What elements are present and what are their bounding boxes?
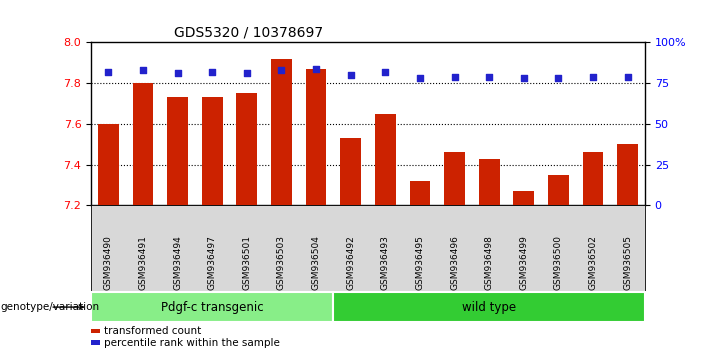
Text: GSM936497: GSM936497 — [207, 235, 217, 290]
Bar — [132, 83, 154, 205]
Text: GSM936499: GSM936499 — [519, 235, 529, 290]
Text: GSM936491: GSM936491 — [139, 235, 147, 290]
Point — [484, 74, 495, 80]
Text: genotype/variation: genotype/variation — [1, 302, 100, 312]
Point — [587, 74, 599, 80]
Bar — [341, 138, 361, 205]
Bar — [91, 329, 100, 333]
Text: Pdgf-c transgenic: Pdgf-c transgenic — [161, 301, 264, 314]
Point — [311, 66, 322, 72]
Bar — [479, 159, 500, 205]
Text: GSM936505: GSM936505 — [623, 235, 632, 290]
Bar — [168, 97, 188, 205]
Bar — [202, 97, 223, 205]
Text: GSM936500: GSM936500 — [554, 235, 563, 290]
Bar — [236, 93, 257, 205]
Text: GSM936503: GSM936503 — [277, 235, 286, 290]
Bar — [91, 341, 100, 345]
Point — [553, 75, 564, 81]
Bar — [513, 191, 534, 205]
Bar — [548, 175, 569, 205]
Bar — [375, 114, 396, 205]
Text: GSM936490: GSM936490 — [104, 235, 113, 290]
Text: percentile rank within the sample: percentile rank within the sample — [104, 338, 280, 348]
Bar — [98, 124, 119, 205]
Point — [622, 74, 633, 80]
Point — [241, 70, 252, 76]
Bar — [444, 152, 465, 205]
Point — [137, 67, 149, 73]
Bar — [618, 144, 638, 205]
Text: transformed count: transformed count — [104, 326, 201, 336]
Point — [207, 69, 218, 75]
Bar — [583, 152, 604, 205]
Bar — [409, 181, 430, 205]
Text: GSM936502: GSM936502 — [589, 235, 597, 290]
Text: GSM936495: GSM936495 — [416, 235, 424, 290]
Point — [414, 75, 426, 81]
Point — [172, 70, 183, 76]
Text: GSM936496: GSM936496 — [450, 235, 459, 290]
Point — [103, 69, 114, 75]
Point — [276, 67, 287, 73]
Text: GSM936501: GSM936501 — [243, 235, 252, 290]
Text: GSM936498: GSM936498 — [484, 235, 494, 290]
Point — [518, 75, 529, 81]
Text: GSM936504: GSM936504 — [312, 235, 320, 290]
Bar — [271, 59, 292, 205]
Text: GSM936493: GSM936493 — [381, 235, 390, 290]
Text: GSM936494: GSM936494 — [173, 235, 182, 290]
Bar — [306, 69, 327, 205]
Point — [449, 74, 460, 80]
Bar — [91, 292, 334, 322]
Bar — [334, 292, 645, 322]
Point — [380, 69, 391, 75]
Text: GSM936492: GSM936492 — [346, 235, 355, 290]
Text: wild type: wild type — [462, 301, 516, 314]
Bar — [91, 205, 645, 292]
Text: GDS5320 / 10378697: GDS5320 / 10378697 — [175, 26, 323, 40]
Point — [345, 72, 356, 78]
